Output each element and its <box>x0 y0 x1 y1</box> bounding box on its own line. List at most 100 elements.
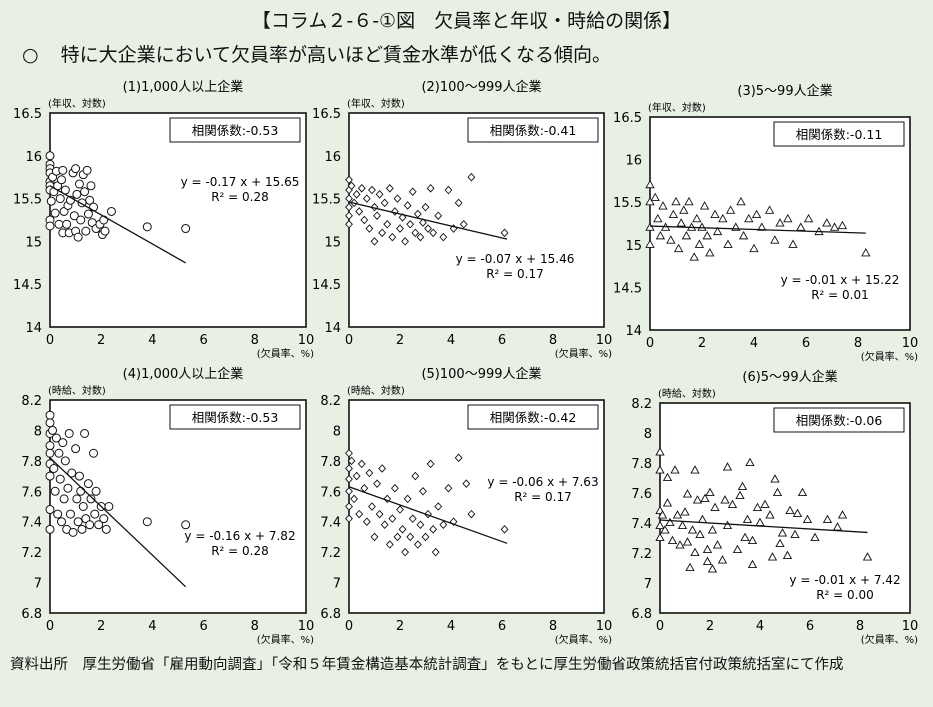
x-tick-label: 0 <box>46 619 54 634</box>
x-tick-label: 6 <box>498 333 506 348</box>
data-point <box>345 202 353 212</box>
correlation-label: 相関係数:-0.42 <box>490 410 577 425</box>
data-point <box>745 457 755 467</box>
y-tick-label: 7.4 <box>320 516 341 531</box>
data-point <box>45 524 55 534</box>
data-point <box>710 209 720 219</box>
trend-line <box>348 486 508 544</box>
y-tick-label: 14.5 <box>13 278 42 293</box>
y-axis-label: (時給、対数) <box>347 384 405 397</box>
data-point <box>655 465 665 474</box>
x-tick-label: 6 <box>199 619 207 634</box>
data-point <box>368 185 376 195</box>
y-tick-label: 7 <box>333 577 341 592</box>
data-point <box>86 494 96 504</box>
data-point <box>90 509 100 519</box>
data-point <box>368 502 376 511</box>
data-point <box>383 220 392 229</box>
data-point <box>751 209 762 219</box>
trend-r-squared: R² = 0.28 <box>211 190 269 204</box>
data-point <box>106 206 116 216</box>
y-tick-label: 7.8 <box>631 457 652 472</box>
data-point <box>74 179 84 189</box>
data-point <box>747 559 758 569</box>
data-point <box>749 243 759 253</box>
data-point <box>383 494 392 504</box>
data-point <box>692 213 702 223</box>
data-point <box>85 520 95 530</box>
data-point <box>50 208 60 218</box>
data-point <box>426 184 435 193</box>
data-point <box>89 448 99 458</box>
trend-line <box>649 225 866 234</box>
data-point <box>740 532 750 542</box>
data-point <box>837 510 848 519</box>
y-tick-label: 15 <box>625 239 642 254</box>
data-point <box>378 464 387 473</box>
data-point <box>770 474 780 483</box>
data-point <box>732 544 743 554</box>
data-point <box>57 175 67 185</box>
data-point <box>725 205 736 214</box>
data-point <box>181 520 191 530</box>
trend-equation: y = -0.17 x + 15.65 <box>181 175 300 189</box>
scatter-chart-6: (6)5～99人企業 (時給、対数) (欠員率、%) 0 2 4 6 8 10 6.8 7 7.2 7.… <box>631 369 918 646</box>
data-point <box>380 198 389 208</box>
data-point <box>655 230 666 240</box>
data-point <box>676 218 686 227</box>
y-tick-label: 7.4 <box>21 516 42 531</box>
correlation-box <box>169 117 301 143</box>
data-point <box>65 509 75 519</box>
data-point <box>63 483 73 493</box>
x-tick-label: 10 <box>596 333 613 348</box>
data-point <box>352 190 361 199</box>
data-point <box>345 464 353 473</box>
data-point <box>53 509 63 519</box>
y-tick-label: 6.8 <box>631 607 652 622</box>
data-point <box>419 487 427 496</box>
x-tick-label: 2 <box>97 333 105 348</box>
trend-line <box>49 185 187 264</box>
x-tick-label: 10 <box>902 619 919 634</box>
data-point <box>792 508 803 518</box>
data-point <box>345 175 353 185</box>
trend-line <box>348 201 508 240</box>
data-point <box>385 540 394 549</box>
data-point <box>83 209 93 219</box>
lead-sentence: 特に大企業において欠員率が高いほど賃金水準が低くなる傾向。 <box>60 44 612 66</box>
y-tick-label: 16 <box>625 154 642 169</box>
data-point <box>101 524 111 534</box>
y-tick-label: 14 <box>25 321 42 336</box>
correlation-label: 相関係数:-0.53 <box>192 123 279 138</box>
y-axis-label: (時給、対数) <box>658 387 716 400</box>
data-point <box>790 529 800 539</box>
x-tick-label: 0 <box>646 336 654 351</box>
chart-title: (2)100～999人企業 <box>421 79 541 95</box>
data-point <box>345 514 353 523</box>
data-point <box>655 447 665 456</box>
trend-equation: y = -0.06 x + 7.63 <box>487 475 598 489</box>
data-point <box>345 448 353 458</box>
data-point <box>416 520 425 530</box>
plot-area <box>49 112 307 328</box>
x-axis-label: (欠員率、%) <box>555 347 612 360</box>
data-point <box>444 185 453 195</box>
data-point <box>679 205 689 214</box>
plot-area <box>348 399 605 614</box>
data-point <box>45 418 55 428</box>
data-point <box>350 494 359 504</box>
data-point <box>100 226 110 236</box>
data-point <box>803 213 814 223</box>
data-point <box>684 196 694 206</box>
data-point <box>459 220 468 229</box>
chart-title: (6)5～99人企業 <box>742 369 837 385</box>
data-point <box>362 517 371 526</box>
y-tick-label: 7.6 <box>631 487 652 502</box>
data-point <box>747 535 758 545</box>
data-point <box>68 527 78 537</box>
data-point <box>764 205 775 214</box>
x-tick-label: 2 <box>706 619 714 634</box>
data-point <box>72 189 82 199</box>
data-point <box>48 425 58 435</box>
y-axis-label: (年収、対数) <box>347 97 405 110</box>
